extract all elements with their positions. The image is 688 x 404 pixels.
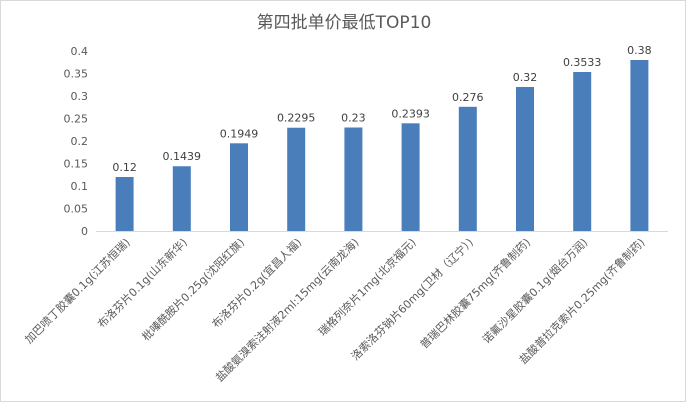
y-tick-label: 0.2 — [71, 135, 89, 148]
category-label: 普瑞巴林胶囊75mg(齐鲁制药) — [417, 235, 533, 351]
y-tick-label: 0.3 — [71, 90, 89, 103]
bar — [287, 127, 306, 231]
data-label: 0.38 — [627, 44, 652, 57]
data-label: 0.2393 — [391, 107, 430, 120]
bar — [458, 106, 477, 231]
bar — [115, 177, 134, 231]
data-label: 0.12 — [112, 161, 137, 174]
data-label: 0.1949 — [220, 127, 259, 140]
data-label: 0.3533 — [563, 56, 602, 69]
data-label: 0.23 — [341, 112, 366, 125]
bar — [172, 166, 191, 231]
category-label: 瑞格列奈片1mg(北京福元) — [315, 235, 418, 338]
category-label: 洛索洛芬钠片60mg(卫材（辽宁）) — [348, 235, 476, 363]
y-tick-label: 0.15 — [64, 158, 89, 171]
y-tick-label: 0.4 — [71, 45, 89, 58]
bar — [516, 87, 534, 231]
bar — [630, 60, 649, 231]
category-label: 诺氟沙星胶囊0.1g(烟台万润) — [479, 235, 590, 346]
category-label: 加巴喷丁胶囊0.1g(江苏恒瑞) — [22, 235, 133, 346]
category-label: 盐酸普拉克索片0.25mg(齐鲁制药) — [516, 235, 647, 366]
chart-title: 第四批单价最低TOP10 — [256, 13, 432, 33]
data-label: 0.2295 — [277, 112, 316, 125]
bar — [344, 127, 363, 231]
y-tick-label: 0.05 — [64, 203, 89, 216]
bar — [573, 72, 592, 231]
y-tick-label: 0 — [81, 225, 88, 238]
data-label: 0.1439 — [163, 150, 202, 163]
data-label: 0.32 — [513, 71, 538, 84]
data-label: 0.276 — [452, 91, 484, 104]
y-tick-label: 0.1 — [71, 180, 89, 193]
category-label: 枇嗪酰胺片0.25g(沈阳红旗) — [139, 235, 247, 343]
y-tick-label: 0.35 — [64, 68, 89, 81]
bar — [401, 123, 420, 231]
bar — [230, 143, 248, 231]
y-tick-label: 0.25 — [64, 113, 89, 126]
